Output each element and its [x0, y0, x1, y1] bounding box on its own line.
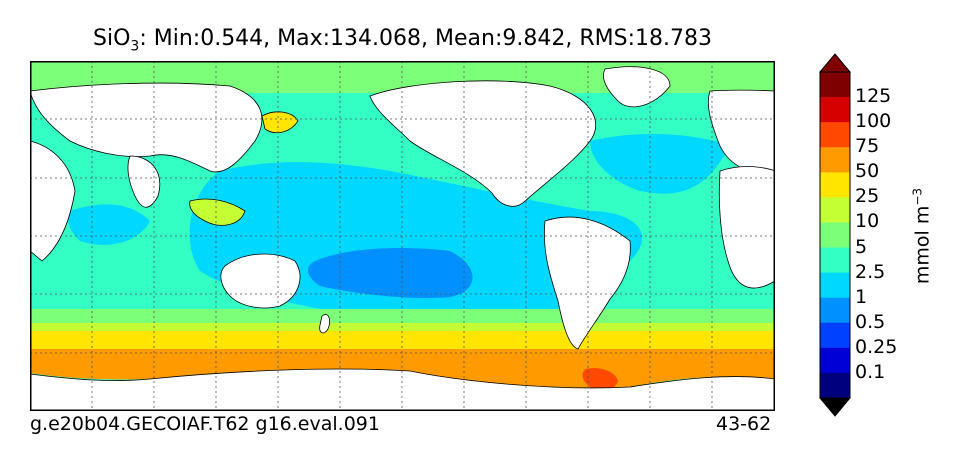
- colorbar-tick-label: 0.5: [855, 310, 886, 333]
- colorbar-high-extend: [818, 53, 852, 73]
- colorbar-tick-label: 75: [855, 135, 880, 158]
- colorbar: [818, 53, 852, 417]
- colorbar-tick-label: 5: [855, 235, 868, 258]
- units-exponent: −3: [910, 187, 925, 206]
- colorbar-tick-label: 1: [855, 285, 868, 308]
- maritime-continent: [189, 198, 246, 226]
- weddell-sea-high: [582, 368, 618, 391]
- units-base: mmol m: [911, 205, 934, 285]
- colorbar-tick-label: 2.5: [855, 260, 886, 283]
- map-title: SiO3: Min:0.544, Max:134.068, Mean:9.842…: [30, 26, 775, 54]
- colorbar-segments: [819, 71, 851, 399]
- colorbar-segment: [820, 222, 850, 249]
- colorbar-segment: [820, 272, 850, 299]
- atlantic-tropical: [590, 134, 730, 194]
- colorbar-tick-label: 0.25: [855, 335, 898, 358]
- antarctica: [30, 368, 775, 411]
- colorbar-segment: [820, 97, 850, 123]
- colorbar-segment: [820, 322, 850, 349]
- colorbar-segment: [820, 347, 850, 374]
- colorbar-segment: [820, 72, 850, 98]
- colorbar-segment: [820, 247, 850, 274]
- lat-lon-grid: [30, 61, 775, 411]
- colorbar-tick-label: 50: [855, 160, 880, 183]
- title-species: SiO: [93, 26, 131, 51]
- colorbar-tick-label: 100: [855, 110, 892, 133]
- southern-c4-band: [30, 323, 775, 333]
- australia: [220, 253, 301, 309]
- africa-east: [30, 140, 76, 262]
- title-subscript: 3: [130, 38, 140, 55]
- colorbar-tick-label: 0.1: [855, 360, 886, 383]
- colorbar-segment: [820, 297, 850, 324]
- map-frame: [30, 61, 775, 411]
- colorbar-units: mmol m−3: [910, 188, 933, 284]
- japan: [261, 111, 299, 134]
- tropical-band: [189, 162, 643, 320]
- colorbar-segment: [820, 372, 850, 399]
- eurasia: [30, 82, 263, 173]
- footer-year-range: 43-62: [716, 413, 772, 435]
- indian-tropical: [68, 204, 150, 245]
- colorbar-segment: [820, 147, 850, 173]
- colorbar-tick-label: 10: [855, 210, 880, 233]
- colorbar-segment: [820, 122, 850, 148]
- south-america: [544, 216, 631, 350]
- colorbar-segment: [820, 172, 850, 198]
- new-zealand: [319, 314, 330, 334]
- colorbar-segment: [820, 197, 850, 223]
- ocean-map: [30, 61, 775, 411]
- greenland: [603, 66, 671, 108]
- africa: [718, 166, 775, 289]
- footer-case-name: g.e20b04.GECOIAF.T62 g16.eval.091: [30, 413, 380, 435]
- colorbar-tick-label: 25: [855, 185, 880, 208]
- north-america: [369, 80, 596, 207]
- india: [127, 155, 160, 208]
- southern-yellow-band: [30, 331, 775, 349]
- colorbar-tick-label: 125: [855, 85, 892, 108]
- colorbar-low-extend: [818, 397, 852, 417]
- title-stats: : Min:0.544, Max:134.068, Mean:9.842, RM…: [139, 26, 712, 51]
- south-pacific-low: [308, 248, 473, 299]
